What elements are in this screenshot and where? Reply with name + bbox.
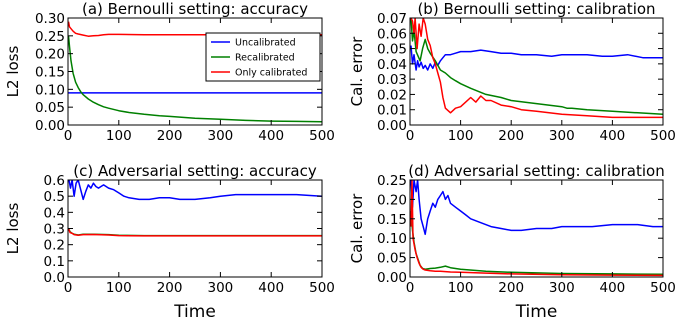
series-line-only-calibrated	[410, 18, 663, 119]
chart-panel-4: 0 100 200 300 400 500 0.00 0.05 0.10 0.15 0.20 0.25…	[348, 162, 676, 322]
series-line-uncalibrated	[68, 180, 322, 201]
x-tick-label: 100	[106, 128, 132, 144]
chart-panel-2: 0 100 200 300 400 500 0.000.010.020.030.040.05…	[348, 0, 676, 144]
series-line-recalibrated	[410, 210, 663, 276]
x-tick-label: 300	[549, 280, 575, 296]
series-group	[410, 180, 663, 277]
y-axis-label: L2 loss	[4, 203, 22, 255]
y-tick-label: 0.00	[377, 118, 407, 134]
y-tick-label: 0.05	[377, 42, 407, 58]
y-tick-label: 0.25	[35, 29, 65, 45]
chart-title: (d) Adversarial setting: calibration	[408, 162, 664, 180]
x-tick-label: 200	[157, 128, 183, 144]
y-tick-label: 0.4	[44, 205, 65, 221]
chart-title: (a) Bernoulli setting: accuracy	[82, 0, 308, 18]
y-tick-label: 0.01	[377, 103, 407, 119]
y-tick-label: 0.03	[377, 72, 407, 88]
x-tick-label: 500	[650, 280, 676, 296]
y-tick-label: 0.2	[44, 238, 65, 254]
x-axis-label: Time	[173, 302, 216, 322]
x-tick-label: 100	[106, 280, 132, 296]
x-tick-label: 100	[448, 128, 474, 144]
y-tick-label: 0.6	[44, 173, 65, 189]
x-tick-label: 500	[309, 280, 335, 296]
y-tick-label: 0.5	[44, 189, 65, 205]
x-tick-label: 200	[157, 280, 183, 296]
y-axis-label: Cal. error	[348, 36, 366, 107]
x-tick-label: 0	[406, 128, 415, 144]
series-line-uncalibrated	[410, 45, 663, 71]
x-tick-label: 0	[64, 280, 73, 296]
y-tick-label: 0.00	[377, 270, 407, 286]
y-tick-label: 0.02	[377, 87, 407, 103]
y-tick-label: 0.0	[44, 270, 65, 286]
plot-frame	[409, 17, 664, 126]
series-line-only-calibrated	[68, 228, 322, 237]
x-tick-label: 0	[406, 280, 415, 296]
legend-entry: Only calibrated	[235, 68, 307, 79]
series-line-uncalibrated	[410, 180, 663, 236]
series-line-recalibrated	[68, 35, 322, 123]
x-tick-label: 300	[208, 128, 234, 144]
x-tick-label: 300	[549, 128, 575, 144]
y-tick-label: 0.1	[44, 254, 65, 270]
series-line-only-calibrated	[410, 180, 663, 277]
x-tick-label: 500	[650, 128, 676, 144]
x-tick-label: 0	[64, 128, 73, 144]
y-tick-label: 0.15	[35, 65, 65, 81]
y-tick-label: 0.00	[35, 118, 65, 134]
y-tick-label: 0.20	[377, 192, 407, 208]
y-axis-label: L2 loss	[4, 46, 22, 98]
y-tick-label: 0.30	[35, 11, 65, 27]
x-tick-label: 400	[600, 280, 626, 296]
x-tick-label: 500	[309, 128, 335, 144]
y-tick-label: 0.07	[377, 11, 407, 27]
legend: Uncalibrated Recalibrated Only calibrated	[205, 32, 321, 82]
y-tick-label: 0.10	[377, 231, 407, 247]
y-tick-label: 0.10	[35, 82, 65, 98]
x-tick-label: 400	[258, 128, 284, 144]
chart-panel-3: 0 100 200 300 400 500 0.00.10.20.30.40.50.6 (c)…	[4, 162, 335, 322]
y-axis-label: Cal. error	[348, 193, 366, 264]
x-tick-label: 400	[258, 280, 284, 296]
series-group	[410, 18, 663, 119]
x-tick-label: 100	[448, 280, 474, 296]
chart-panel-1: 0 100 200 300 400 500 0.00 0.05 0.100.15 0.20 0.25…	[4, 0, 335, 144]
chart-title: (c) Adversarial setting: accuracy	[73, 162, 317, 180]
x-tick-label: 400	[600, 128, 626, 144]
series-group	[68, 180, 322, 237]
y-tick-label: 0.05	[35, 100, 65, 116]
x-axis-label: Time	[515, 302, 558, 322]
x-tick-label: 200	[498, 128, 524, 144]
y-tick-label: 0.20	[35, 47, 65, 63]
x-tick-label: 300	[208, 280, 234, 296]
y-tick-label: 0.05	[377, 251, 407, 267]
plot-frame	[409, 179, 664, 278]
legend-entry: Recalibrated	[235, 53, 295, 64]
y-tick-label: 0.25	[377, 173, 407, 189]
chart-title: (b) Bernoulli setting: calibration	[417, 0, 655, 18]
legend-entry: Uncalibrated	[235, 38, 296, 49]
y-tick-label: 0.3	[44, 222, 65, 238]
series-line-recalibrated	[410, 18, 663, 116]
y-tick-label: 0.04	[377, 57, 407, 73]
x-tick-label: 200	[498, 280, 524, 296]
y-tick-label: 0.15	[377, 212, 407, 228]
y-tick-label: 0.06	[377, 26, 407, 42]
